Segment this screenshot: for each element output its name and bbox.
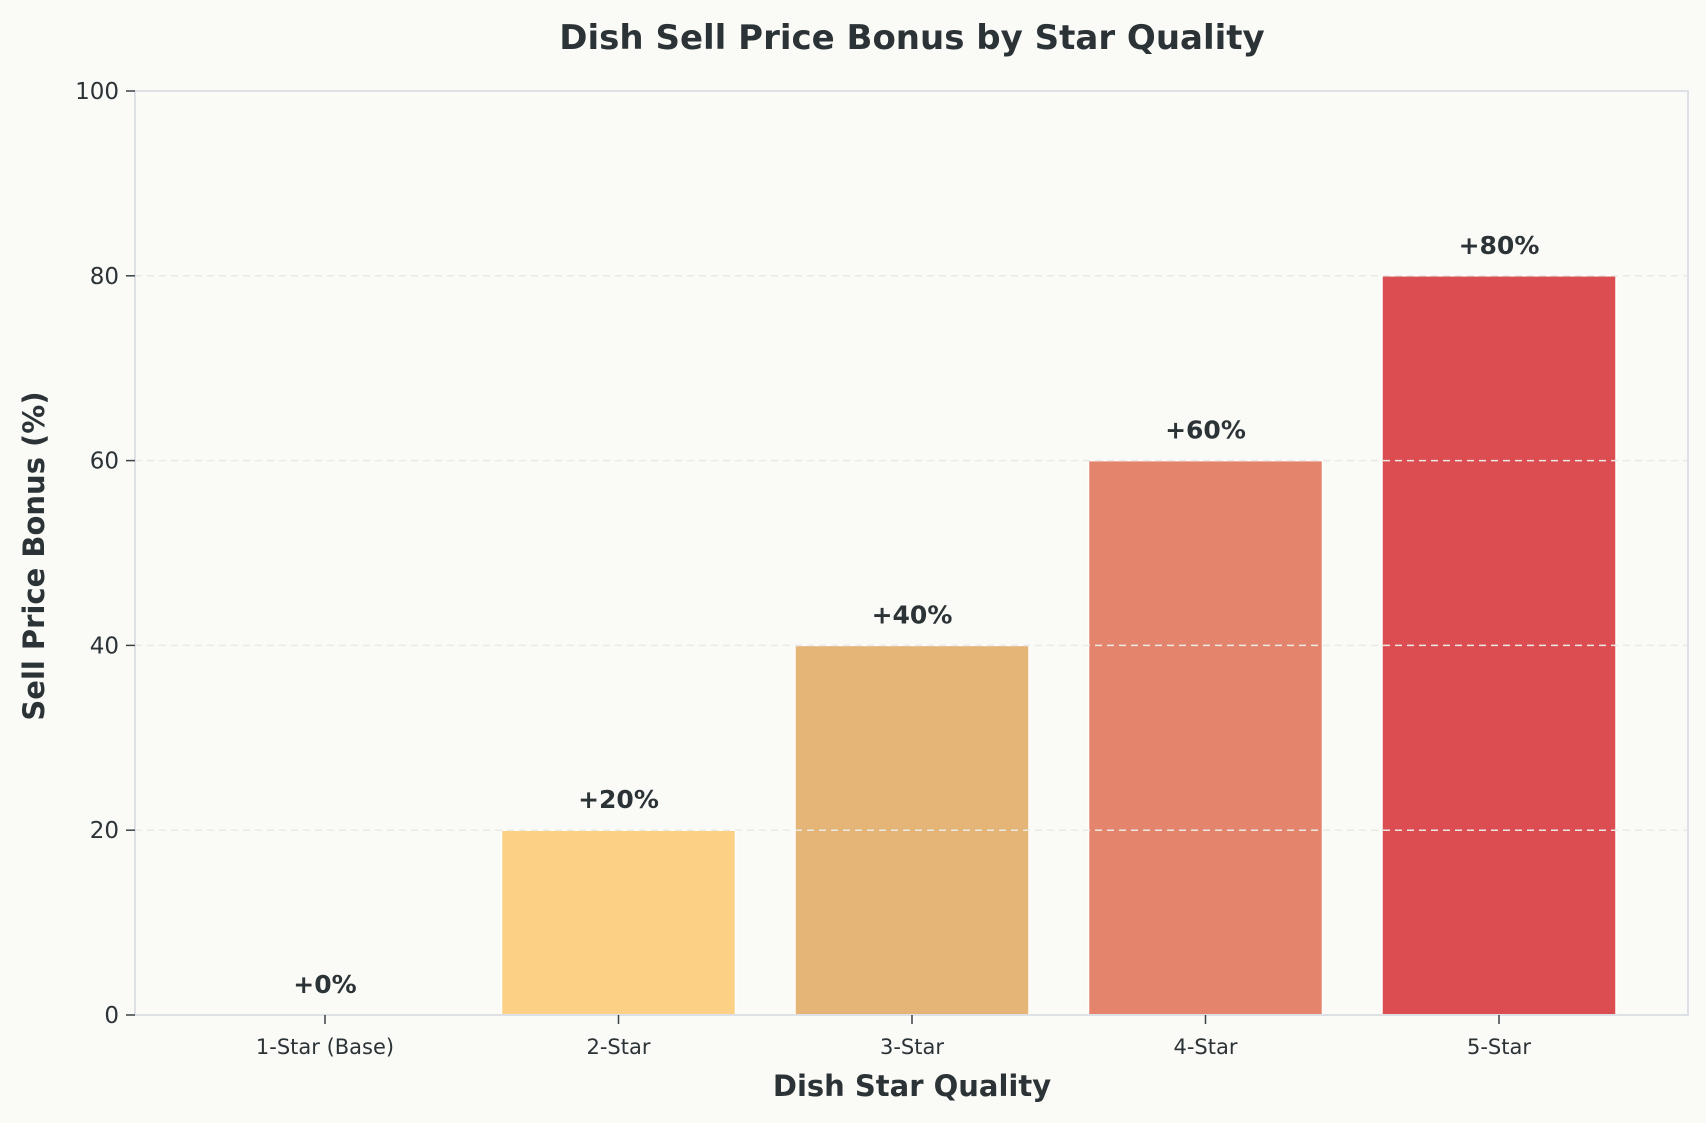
axes: 0 20 40 60 80 100 1-Star (Base) 2-Star 3-Star 4-S… — [75, 79, 1689, 1059]
bar-4 — [1087, 459, 1324, 1016]
x-tick-label: 1-Star (Base) — [256, 1035, 394, 1059]
data-label: +60% — [1165, 416, 1246, 445]
data-labels: +0% +20% +40% +60% +80% — [293, 231, 1539, 999]
x-tick-label: 3-Star — [880, 1035, 944, 1059]
chart-title: Dish Sell Price Bonus by Star Quality — [559, 18, 1264, 58]
x-tick-label: 2-Star — [586, 1035, 650, 1059]
y-tick-label: 20 — [90, 818, 119, 844]
bar-2 — [500, 829, 737, 1016]
y-tick-label: 100 — [75, 79, 119, 105]
y-tick-label: 40 — [90, 633, 119, 659]
x-axis-label: Dish Star Quality — [773, 1069, 1051, 1103]
y-axis-label: Sell Price Bonus (%) — [17, 391, 51, 720]
data-label: +80% — [1459, 231, 1540, 260]
y-tick-label: 0 — [104, 1003, 119, 1029]
y-tick-label: 80 — [90, 264, 119, 290]
data-label: +20% — [578, 785, 659, 814]
x-tick-label: 4-Star — [1173, 1035, 1237, 1059]
x-tick-label: 5-Star — [1467, 1035, 1531, 1059]
y-tick-label: 60 — [90, 449, 119, 475]
gridlines — [135, 275, 1688, 831]
data-label: +0% — [293, 970, 356, 999]
data-label: +40% — [872, 600, 953, 629]
